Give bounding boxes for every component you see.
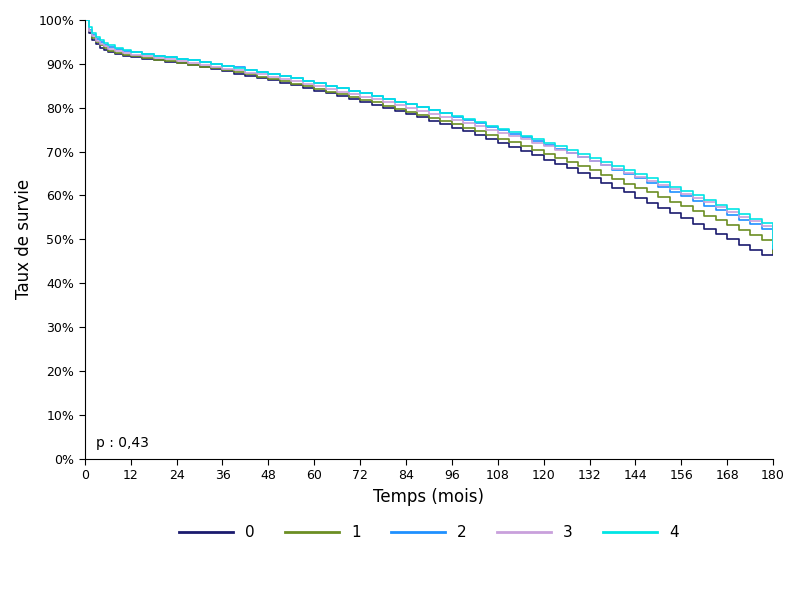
4 xyxy=(344,87,354,94)
2 xyxy=(252,68,262,76)
4 xyxy=(138,50,147,58)
1 xyxy=(768,249,778,256)
3 xyxy=(344,91,354,98)
1 xyxy=(138,55,147,62)
0 xyxy=(608,184,618,191)
2 xyxy=(138,50,147,58)
1 xyxy=(252,73,262,80)
1 xyxy=(608,176,618,183)
0 xyxy=(206,65,216,73)
4 xyxy=(608,162,618,169)
Legend: 0, 1, 2, 3, 4: 0, 1, 2, 3, 4 xyxy=(174,519,685,546)
1 xyxy=(344,93,354,100)
Line: 4: 4 xyxy=(85,20,773,248)
3 xyxy=(206,63,216,70)
2 xyxy=(711,207,721,214)
1 xyxy=(711,217,721,224)
Line: 2: 2 xyxy=(85,20,773,249)
0 xyxy=(80,16,90,23)
0 xyxy=(99,46,109,53)
X-axis label: Temps (mois): Temps (mois) xyxy=(374,488,485,506)
2 xyxy=(344,87,354,94)
0 xyxy=(711,230,721,238)
2 xyxy=(80,16,90,23)
4 xyxy=(252,68,262,76)
Y-axis label: Taux de survie: Taux de survie xyxy=(15,179,33,299)
0 xyxy=(757,251,766,259)
3 xyxy=(768,240,778,247)
2 xyxy=(608,166,618,173)
1 xyxy=(206,65,216,72)
4 xyxy=(768,245,778,252)
3 xyxy=(80,16,90,23)
3 xyxy=(711,203,721,211)
Line: 1: 1 xyxy=(85,20,773,253)
3 xyxy=(608,165,618,172)
1 xyxy=(80,16,90,23)
4 xyxy=(206,60,216,67)
3 xyxy=(252,71,262,78)
0 xyxy=(344,95,354,103)
4 xyxy=(80,16,90,23)
Line: 0: 0 xyxy=(85,20,773,255)
Line: 3: 3 xyxy=(85,20,773,244)
Text: p : 0,43: p : 0,43 xyxy=(96,436,149,450)
2 xyxy=(768,245,778,253)
0 xyxy=(252,74,262,82)
3 xyxy=(138,53,147,60)
4 xyxy=(711,201,721,208)
0 xyxy=(768,247,778,254)
2 xyxy=(206,60,216,67)
